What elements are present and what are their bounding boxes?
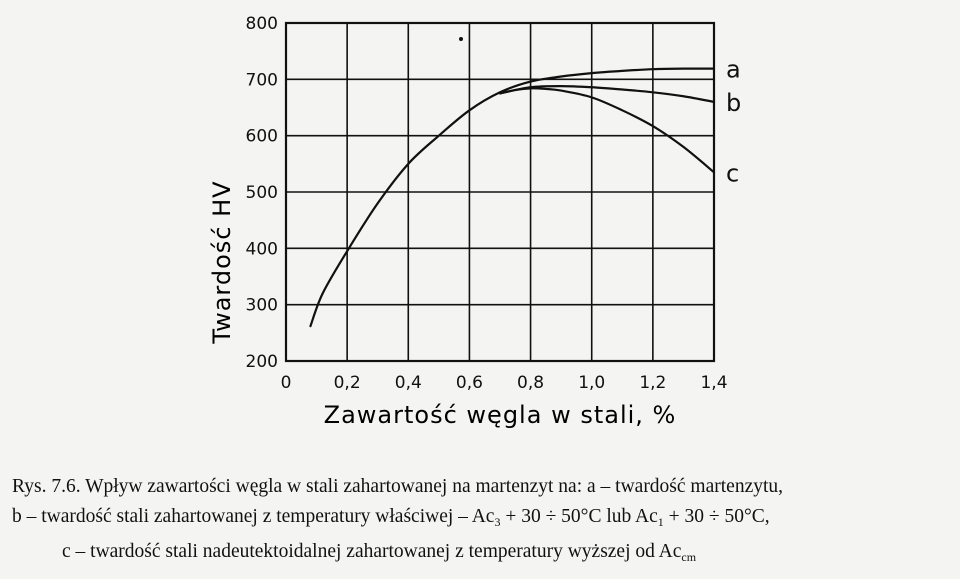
series-lines bbox=[309, 67, 716, 328]
caption-line-3: c – twardość stali nadeutektoidalnej zah… bbox=[12, 537, 952, 572]
x-tick-label: 0,8 bbox=[517, 373, 544, 393]
series-label-c: c bbox=[726, 159, 739, 187]
caption-text: + 30 ÷ 50°C, bbox=[663, 506, 770, 527]
caption-subscript: 3 bbox=[494, 515, 501, 529]
series-label-a: a bbox=[726, 56, 741, 84]
y-tick-label: 800 bbox=[246, 14, 278, 34]
x-tick-label: 0,2 bbox=[334, 373, 361, 393]
y-tick-label: 400 bbox=[246, 239, 278, 259]
y-tick-label: 500 bbox=[246, 183, 278, 203]
series-label-b: b bbox=[726, 89, 741, 117]
figure-caption: Rys. 7.6. Wpływ zawartości węgla w stali… bbox=[12, 472, 952, 572]
y-tick-label: 300 bbox=[246, 296, 278, 316]
y-tick-label: 600 bbox=[246, 127, 278, 147]
plot-frame bbox=[284, 21, 716, 363]
caption-line-2: b – twardość stali zahartowanej z temper… bbox=[12, 502, 952, 537]
x-tick-label: 0 bbox=[281, 373, 292, 393]
x-tick-label: 1,2 bbox=[639, 373, 666, 393]
caption-line-1: Rys. 7.6. Wpływ zawartości węgla w stali… bbox=[12, 476, 784, 497]
chart: 0 0,2 0,4 0,6 0,8 1,0 1,2 1,4 200 300 400 500 600 70… bbox=[208, 14, 741, 429]
y-axis-label: Twardość HV bbox=[208, 180, 236, 344]
caption-text: + 30 ÷ 50°C lub Ac bbox=[500, 506, 658, 527]
x-tick-label: 0,4 bbox=[395, 373, 422, 393]
series-line-b bbox=[498, 84, 716, 103]
x-tick-label: 1,4 bbox=[700, 373, 727, 393]
y-tick-label: 200 bbox=[246, 352, 278, 372]
plot-border bbox=[284, 21, 716, 363]
y-tick-label: 700 bbox=[246, 70, 278, 90]
x-tick-labels: 0 0,2 0,4 0,6 0,8 1,0 1,2 1,4 bbox=[281, 373, 728, 393]
series-line-c bbox=[498, 87, 716, 174]
x-tick-label: 0,6 bbox=[456, 373, 483, 393]
caption-text: c – twardość stali nadeutektoidalnej zah… bbox=[62, 541, 682, 562]
speck-mark bbox=[459, 37, 463, 41]
x-axis-label: Zawartość węgla w stali, % bbox=[324, 401, 677, 429]
caption-text: b – twardość stali zahartowanej z temper… bbox=[12, 506, 495, 527]
x-tick-label: 1,0 bbox=[578, 373, 605, 393]
series-labels: ab c bbox=[726, 56, 741, 188]
caption-subscript: 1 bbox=[657, 515, 664, 529]
caption-subscript: cm bbox=[681, 550, 697, 564]
y-tick-labels: 200 300 400 500 600 700 800 bbox=[246, 14, 278, 372]
grid bbox=[286, 23, 714, 361]
